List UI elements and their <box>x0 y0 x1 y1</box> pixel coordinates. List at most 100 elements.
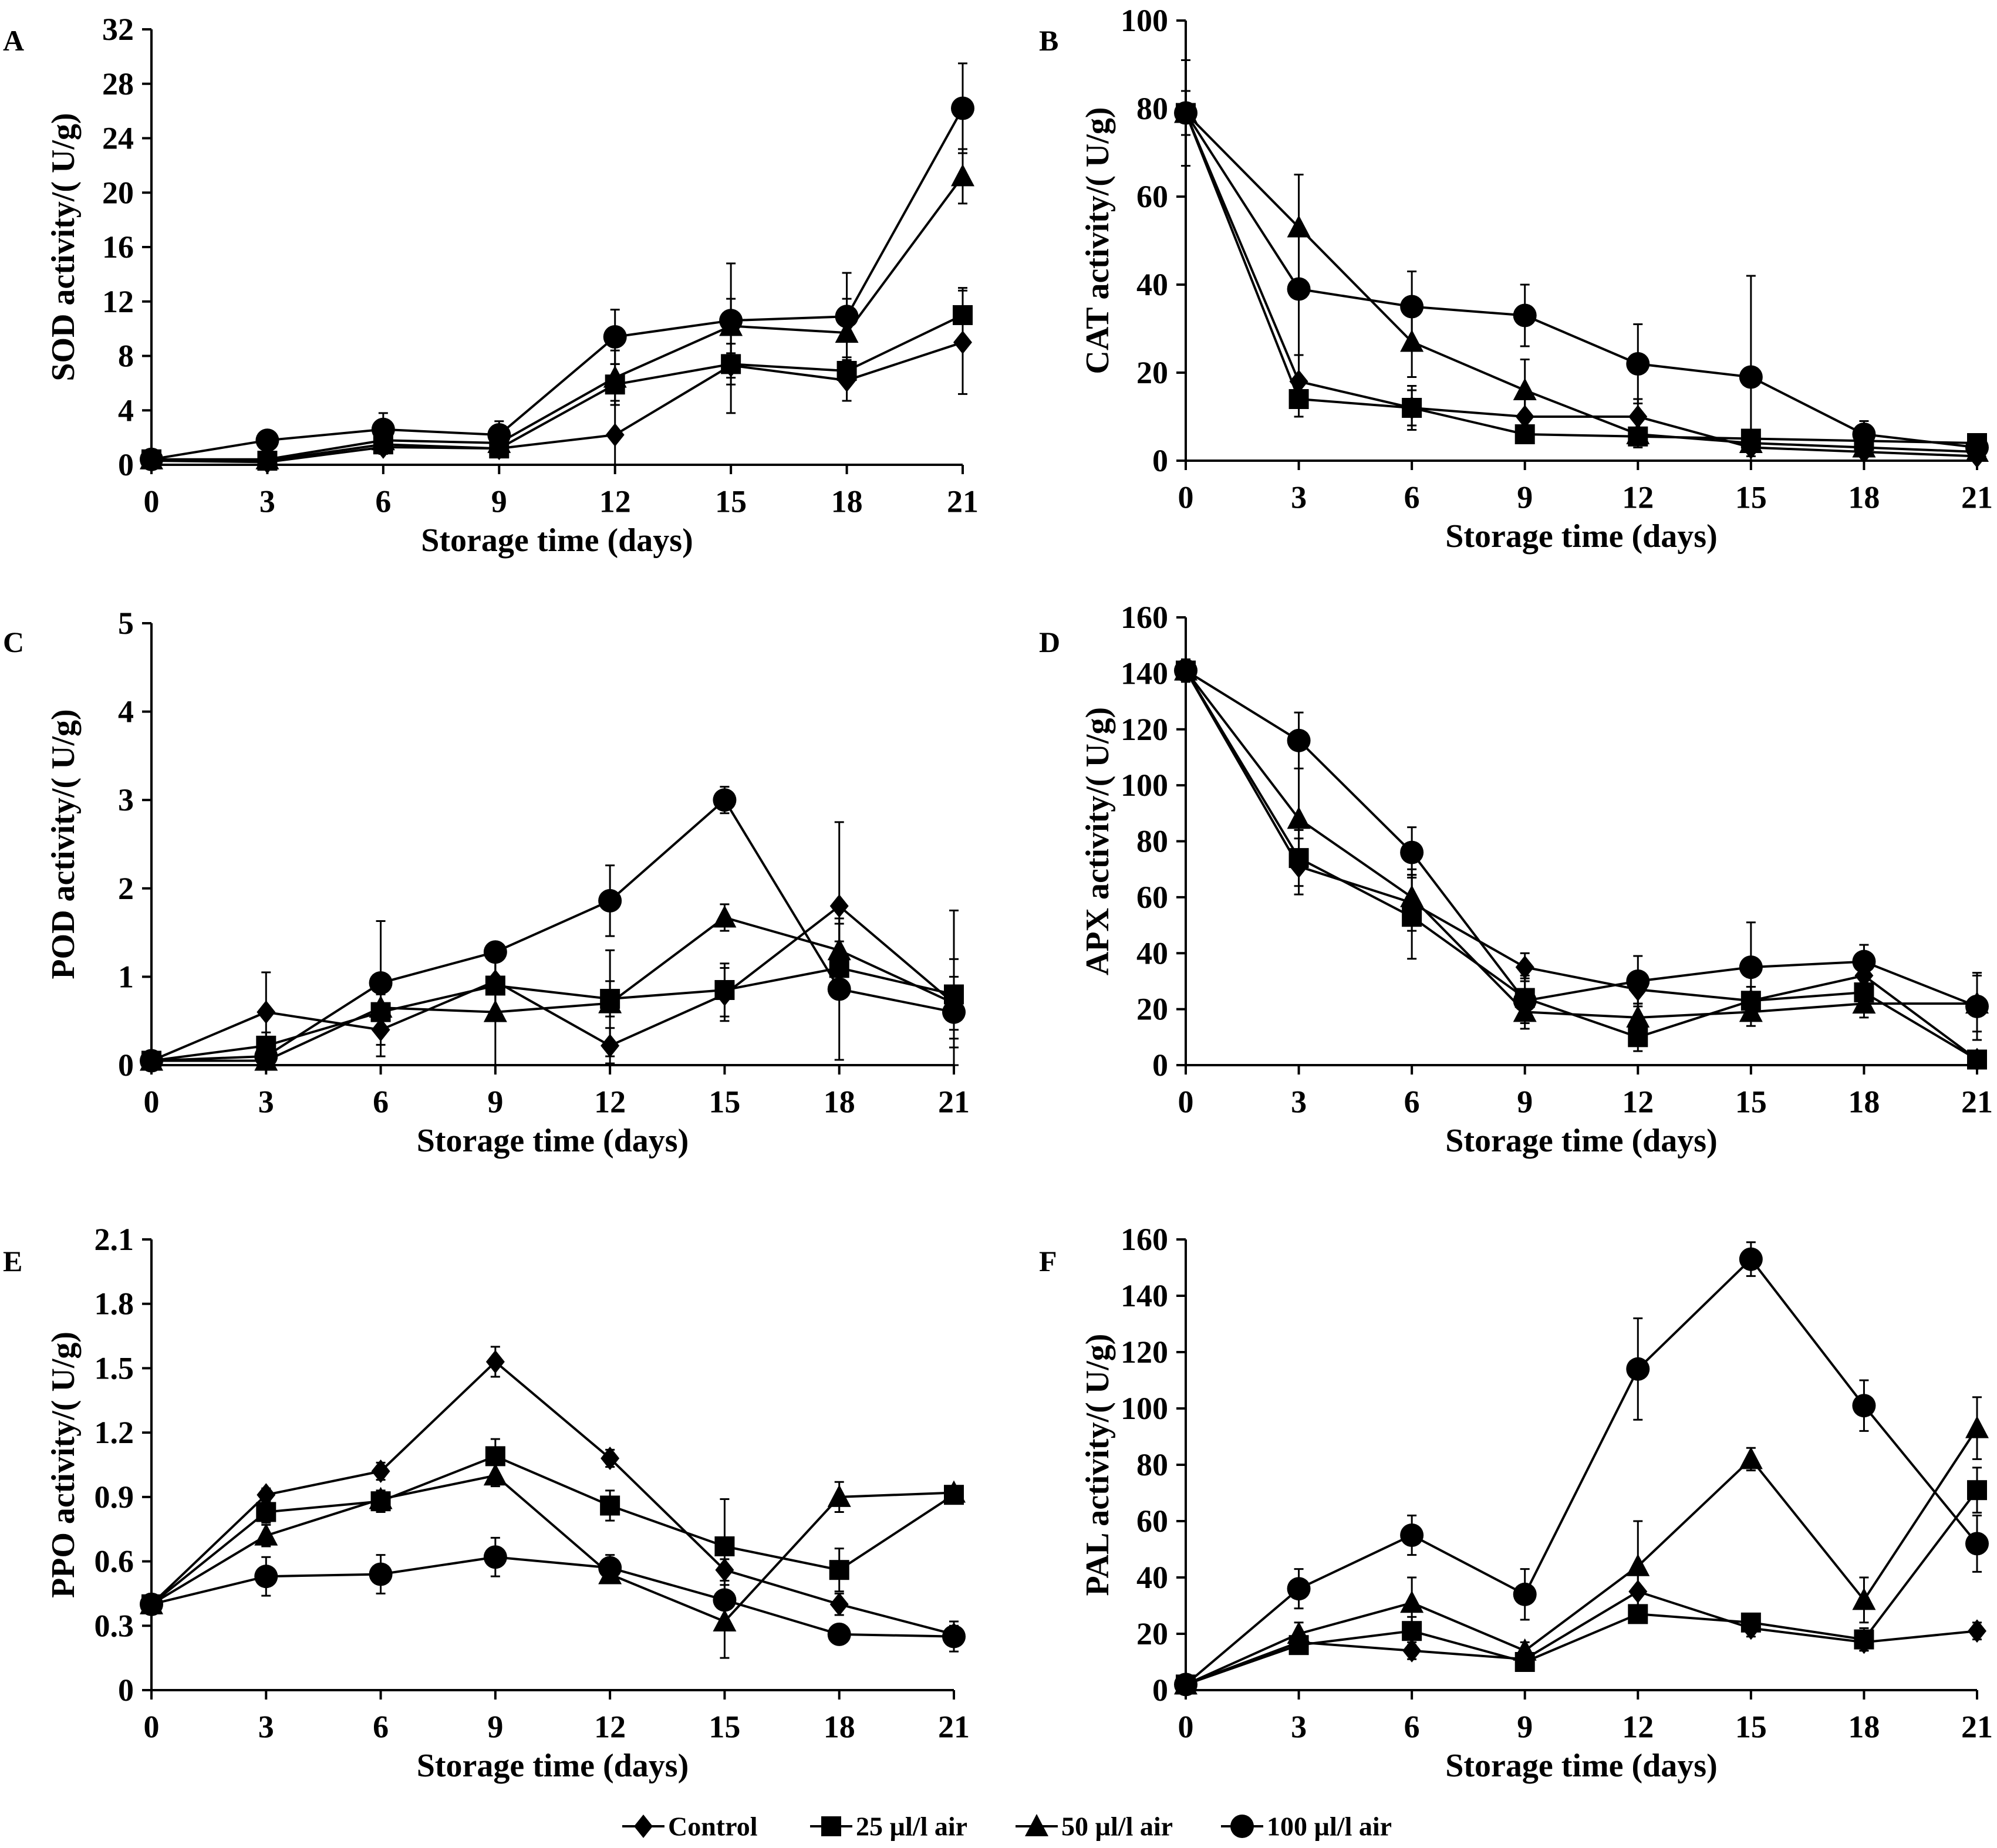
data-point <box>603 365 627 388</box>
y-tick-label: 0 <box>118 1673 134 1708</box>
data-point <box>1402 398 1422 418</box>
x-tick-label: 3 <box>258 1084 274 1119</box>
y-axis-title: PAL activity/( U/g) <box>1080 1334 1116 1596</box>
data-point <box>1626 1357 1650 1381</box>
data-point <box>255 447 279 469</box>
y-tick-label: 20 <box>1136 355 1168 390</box>
x-tick-label: 12 <box>599 484 631 519</box>
x-tick-label: 6 <box>1404 479 1420 515</box>
data-point <box>483 1545 507 1569</box>
data-point <box>140 447 163 471</box>
x-tick-label: 18 <box>1848 479 1880 515</box>
data-point <box>1852 950 1876 974</box>
data-point <box>1515 955 1534 979</box>
x-tick-label: 18 <box>831 484 863 519</box>
series-triangle <box>1174 1396 1989 1695</box>
x-tick-label: 21 <box>938 1084 970 1119</box>
panel-letter: C <box>3 626 24 658</box>
data-point <box>1740 1612 1761 1633</box>
data-point <box>1400 295 1424 319</box>
data-point <box>713 788 737 812</box>
data-point <box>140 1049 163 1073</box>
data-point <box>257 1000 276 1024</box>
data-point <box>827 1484 851 1507</box>
data-point <box>1174 1673 1197 1697</box>
data-point <box>942 1624 966 1648</box>
series-line <box>1185 670 1978 1061</box>
data-point <box>1965 435 1989 460</box>
x-tick-label: 9 <box>487 1709 503 1744</box>
x-tick-label: 15 <box>715 484 747 519</box>
data-point <box>829 1592 849 1616</box>
y-tick-label: 16 <box>102 229 134 265</box>
data-point <box>1287 728 1311 752</box>
data-point <box>605 423 625 447</box>
series-line <box>150 1360 954 1636</box>
data-point <box>598 1556 622 1580</box>
y-tick-label: 1.8 <box>95 1286 134 1322</box>
x-tick-label: 21 <box>938 1709 970 1744</box>
data-point <box>371 417 395 441</box>
data-point <box>1513 378 1537 400</box>
data-point <box>598 991 622 1013</box>
panel-letter: D <box>1039 626 1060 658</box>
data-point <box>483 940 507 964</box>
x-tick-label: 6 <box>373 1709 389 1744</box>
y-tick-label: 0 <box>118 1048 134 1083</box>
y-tick-label: 140 <box>1121 1278 1168 1313</box>
x-tick-label: 0 <box>144 1084 160 1119</box>
series-line <box>150 1455 955 1606</box>
data-point <box>1287 806 1311 829</box>
data-point <box>1174 101 1197 125</box>
x-tick-label: 12 <box>1622 1709 1654 1744</box>
data-point <box>1739 955 1763 979</box>
x-tick-label: 6 <box>1404 1084 1420 1119</box>
data-point <box>1626 969 1650 993</box>
y-tick-label: 24 <box>102 121 134 156</box>
data-point <box>719 309 743 333</box>
legend-item-square: 25 µl/l air <box>810 1812 967 1842</box>
data-point <box>1965 1532 1989 1556</box>
series-circle <box>140 1536 966 1653</box>
x-tick-label: 3 <box>1291 1084 1307 1119</box>
data-point <box>1739 1447 1763 1469</box>
series-circle <box>1174 1241 1989 1697</box>
data-point <box>601 1447 620 1471</box>
series-line <box>151 107 964 461</box>
data-point <box>1287 277 1311 301</box>
data-point <box>1626 1005 1650 1028</box>
data-point <box>1967 1049 1987 1070</box>
y-tick-label: 3 <box>118 782 134 817</box>
x-tick-label: 6 <box>373 1084 389 1119</box>
data-point <box>254 1044 278 1068</box>
data-point <box>1965 1415 1989 1438</box>
data-point <box>1852 1394 1876 1418</box>
panel-letter: E <box>3 1245 22 1278</box>
y-tick-label: 80 <box>1136 91 1168 126</box>
data-point <box>835 305 859 329</box>
data-point <box>255 428 279 452</box>
x-tick-label: 9 <box>1517 1084 1533 1119</box>
y-tick-label: 0 <box>118 447 134 482</box>
x-tick-label: 21 <box>1961 479 1993 515</box>
data-point <box>1739 365 1763 389</box>
series-line <box>1185 1489 1978 1686</box>
y-tick-label: 0 <box>1152 1673 1168 1708</box>
y-tick-label: 4 <box>118 694 134 729</box>
y-tick-label: 12 <box>102 284 134 319</box>
x-tick-label: 3 <box>1291 479 1307 515</box>
x-tick-label: 15 <box>1735 1709 1767 1744</box>
panel-letter: F <box>1039 1245 1057 1278</box>
x-tick-label: 9 <box>1517 479 1533 515</box>
data-point <box>254 1565 278 1589</box>
series-circle <box>140 786 966 1073</box>
data-point <box>1174 658 1197 683</box>
data-point <box>140 1592 163 1616</box>
data-point <box>942 1000 966 1024</box>
x-tick-label: 9 <box>1517 1709 1533 1744</box>
series-line <box>1185 112 1978 458</box>
y-axis-title: SOD activity/( U/g) <box>45 113 82 381</box>
chart-panel-d: D 0 20 40 60 80 100 120 140 160 0 3 6 9 12 15 18 21 Storag… <box>1039 600 1993 1159</box>
data-point <box>1628 405 1648 428</box>
